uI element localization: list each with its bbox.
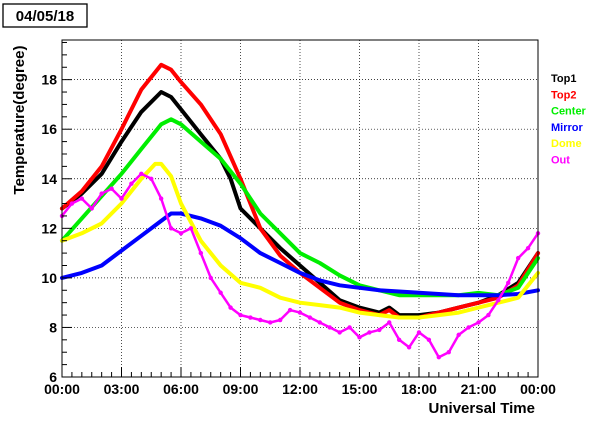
data-point	[525, 245, 531, 251]
date-label-box	[2, 3, 88, 28]
data-point	[158, 196, 164, 201]
date-label: 04/05/18	[16, 8, 74, 25]
x-tick-label: 18:00	[401, 381, 437, 397]
series-mirror	[60, 211, 540, 298]
legend-entry-top2: Top2	[551, 89, 576, 101]
legend-entry-top1: Top1	[551, 73, 576, 85]
legend-entry-mirror: Mirror	[551, 122, 584, 134]
y-tick-label: 8	[49, 319, 57, 335]
x-tick-label: 12:00	[282, 381, 318, 397]
data-point	[238, 312, 243, 318]
data-point	[396, 337, 402, 343]
data-point	[277, 317, 283, 323]
data-point	[416, 330, 422, 335]
data-point	[506, 280, 511, 286]
legend-entry-out: Out	[551, 155, 570, 167]
data-point	[436, 354, 442, 360]
x-tick-label: 00:00	[520, 381, 556, 397]
series-layer	[59, 62, 541, 360]
data-point	[377, 327, 382, 333]
data-point	[168, 226, 174, 231]
series-line	[60, 90, 540, 318]
data-point	[218, 290, 223, 295]
x-tick-label: 09:00	[223, 381, 259, 397]
data-point	[347, 325, 352, 330]
data-point	[486, 312, 491, 318]
series-dome	[60, 161, 540, 320]
data-point	[149, 176, 154, 181]
data-point	[248, 315, 253, 320]
data-point	[69, 201, 75, 206]
data-point	[258, 317, 263, 323]
y-tick-label: 12	[41, 220, 57, 236]
data-point	[515, 255, 521, 261]
data-point	[466, 325, 471, 330]
x-tick-label: 15:00	[342, 381, 378, 397]
data-point	[337, 330, 342, 335]
data-point	[99, 191, 104, 196]
series-top1	[60, 90, 540, 318]
data-point	[496, 297, 501, 303]
data-point	[367, 330, 372, 335]
x-tick-label: 03:00	[104, 381, 140, 397]
data-point	[446, 350, 451, 355]
data-point	[456, 332, 461, 338]
data-point	[426, 337, 432, 343]
legend-entry-dome: Dome	[551, 138, 582, 150]
data-point	[287, 307, 293, 313]
data-point	[307, 315, 313, 320]
data-point	[198, 250, 204, 256]
y-tick-label: 14	[41, 171, 57, 187]
data-point	[109, 186, 114, 191]
data-point	[119, 196, 124, 201]
data-point	[139, 171, 144, 177]
y-axis-title: Temperature(degree)	[11, 46, 28, 195]
data-point	[327, 325, 332, 330]
legend-entry-center: Center	[551, 106, 587, 118]
data-point	[89, 206, 94, 211]
data-point	[357, 335, 362, 340]
data-point	[228, 305, 233, 310]
legend: Top1 Top2 Center Mirror Dome Out	[551, 73, 587, 167]
y-tick-label: 10	[41, 270, 57, 286]
axes: 00:00 03:00 06:00 09:00 12:00 15:00 18:00 21:00…	[41, 41, 556, 397]
data-point	[129, 181, 134, 186]
data-point	[268, 320, 273, 325]
x-tick-label: 06:00	[163, 381, 199, 397]
series-out	[59, 171, 541, 360]
data-point	[317, 320, 323, 325]
data-point	[79, 196, 85, 201]
x-tick-label: 00:00	[44, 381, 80, 397]
grid	[62, 40, 538, 377]
y-tick-label: 18	[41, 72, 57, 88]
series-line	[60, 211, 540, 298]
x-axis-title: Universal Time	[429, 400, 535, 417]
data-point	[178, 231, 184, 236]
series-line	[60, 161, 540, 320]
y-tick-label: 16	[41, 121, 57, 137]
data-point	[406, 345, 412, 350]
y-tick-label: 6	[49, 369, 57, 385]
data-point	[188, 226, 194, 231]
data-point	[476, 320, 481, 325]
x-tick-label: 21:00	[461, 381, 497, 397]
data-point	[387, 320, 392, 325]
data-point	[208, 275, 213, 281]
data-point	[297, 310, 303, 315]
